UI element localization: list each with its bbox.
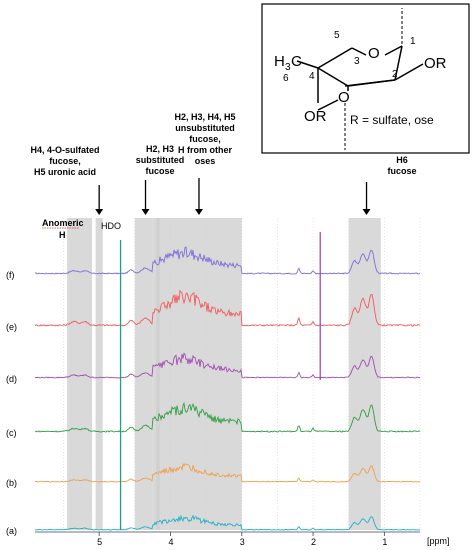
series-label: (a) — [6, 526, 17, 536]
annotation-line: fucose, — [189, 134, 221, 144]
atom-number-5: 5 — [334, 30, 340, 41]
annotation-arrowhead — [194, 209, 203, 215]
annotation-line: H2, H3, H4, H5 — [174, 112, 235, 122]
methyl-h: H — [274, 53, 285, 70]
annotation-line: H from other — [178, 145, 232, 155]
x-tick-label: 2 — [311, 537, 316, 547]
methyl-group: H 3 C — [274, 53, 302, 73]
x-tick-label: 1 — [382, 537, 387, 547]
annotation-arrowhead — [362, 209, 371, 215]
hdo-label: HDO — [101, 221, 121, 231]
shaded-region — [134, 218, 153, 530]
x-ticks: 5 4 3 2 1 — [97, 532, 387, 547]
atom-number-2: 2 — [392, 69, 398, 80]
spectrum-trace — [35, 246, 421, 275]
x-axis-unit: [ppm] — [427, 536, 450, 546]
ring-oxygen: O — [368, 45, 380, 62]
spectrum-trace — [34, 462, 421, 483]
annotation-line: oses — [195, 156, 216, 166]
anomeric-h-label: Anomeric H — [42, 218, 84, 240]
series-label: (f) — [6, 270, 15, 280]
annotation-line: fucose — [145, 166, 174, 176]
x-tick-label: 3 — [240, 537, 245, 547]
atom-number-3: 3 — [354, 56, 360, 67]
series-label: (d) — [6, 374, 17, 384]
atom-number-4: 4 — [309, 71, 315, 82]
annotation-line: H6 — [396, 155, 408, 165]
annotation-line: fucose, — [49, 156, 81, 166]
or-left: OR — [304, 108, 327, 125]
series-label: (c) — [6, 428, 17, 438]
spectrum-trace — [34, 289, 421, 327]
spectra — [34, 232, 421, 531]
methyl-c: C — [291, 53, 302, 70]
r-legend: R = sulfate, ose — [350, 113, 434, 127]
annotation-line: H4, 4-O-sulfated — [30, 145, 99, 155]
inset-frame — [261, 3, 470, 154]
x-tick-label: 5 — [97, 537, 102, 547]
structure-inset: O OR O OR H 3 C 5 1 3 2 4 6 R = sulfate,… — [261, 3, 470, 154]
series-label: (b) — [6, 478, 17, 488]
shaded-region — [67, 218, 93, 530]
x-axis: 5 4 3 2 1 [ppm] — [35, 531, 450, 547]
annotation-arrowhead — [95, 209, 104, 215]
annotation-line: fucose — [387, 166, 416, 176]
atom-number-6: 6 — [283, 73, 289, 84]
ring-bonds — [296, 45, 424, 111]
annotation-line: unsubstituted — [175, 123, 235, 133]
spectrum-trace — [34, 401, 421, 433]
annotation-line: H5 uronic acid — [34, 167, 96, 177]
annotation-line: substituted — [136, 155, 185, 165]
spectrum-trace — [34, 514, 421, 531]
x-tick-label: 4 — [168, 537, 173, 547]
atom-number-1: 1 — [410, 36, 416, 47]
o-substituent: O — [338, 89, 350, 106]
annotation-arrowhead — [141, 209, 150, 215]
methyl-subscript: 3 — [285, 62, 291, 73]
or-right: OR — [424, 55, 447, 72]
annotation-line: H2, H3 — [146, 144, 174, 154]
series-label: (e) — [6, 322, 17, 332]
shaded-regions — [67, 218, 381, 530]
spectrum-trace — [34, 352, 421, 379]
series-labels: (f) (e) (d) (c) (b) (a) — [6, 270, 17, 536]
anomeric-label-line-1: Anomeric — [42, 218, 84, 228]
anomeric-label-line-2: H — [59, 230, 66, 240]
